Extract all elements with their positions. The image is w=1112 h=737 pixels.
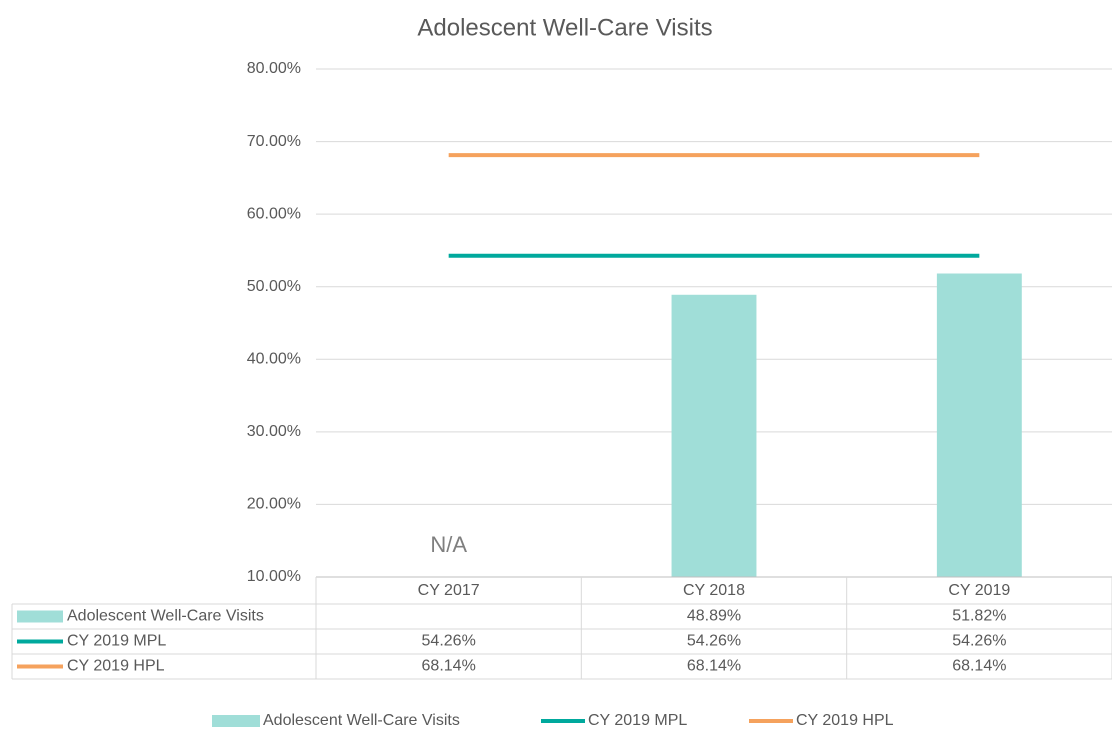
table-cell: 54.26% [687, 633, 741, 650]
legend-label: Adolescent Well-Care Visits [263, 712, 460, 729]
table-cell: 54.26% [952, 633, 1006, 650]
x-tick-label: CY 2019 [948, 582, 1010, 599]
table-cell: 48.89% [687, 608, 741, 625]
chart-title: Adolescent Well-Care Visits [417, 14, 712, 41]
x-tick-label: CY 2017 [418, 582, 480, 599]
y-tick-label: 20.00% [247, 496, 301, 513]
bar [671, 294, 757, 577]
y-tick-label: 70.00% [247, 133, 301, 150]
annotation: N/A [430, 532, 467, 557]
bar [936, 273, 1022, 577]
y-tick-label: 10.00% [247, 568, 301, 585]
legend-key [212, 715, 260, 727]
legend-key [17, 610, 63, 623]
table-cell: 54.26% [422, 633, 476, 650]
x-tick-label: CY 2018 [683, 582, 745, 599]
table-cell: 51.82% [952, 608, 1006, 625]
table-cell: 68.14% [422, 658, 476, 675]
y-tick-label: 50.00% [247, 278, 301, 295]
y-tick-label: 30.00% [247, 423, 301, 440]
table-row-label: Adolescent Well-Care Visits [67, 608, 264, 625]
table-row-label: CY 2019 HPL [67, 658, 165, 675]
legend-label: CY 2019 HPL [796, 712, 894, 729]
y-tick-label: 40.00% [247, 351, 301, 368]
table-row-label: CY 2019 MPL [67, 633, 166, 650]
table-cell: 68.14% [687, 658, 741, 675]
y-tick-label: 80.00% [247, 60, 301, 77]
table-cell: 68.14% [952, 658, 1006, 675]
y-tick-label: 60.00% [247, 205, 301, 222]
legend-label: CY 2019 MPL [588, 712, 687, 729]
